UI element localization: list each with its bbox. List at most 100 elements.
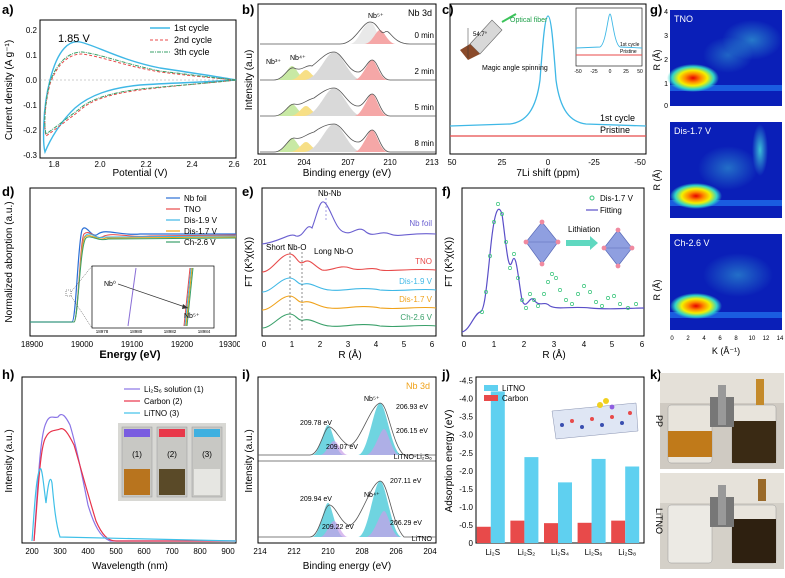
curve-label: Ch-2.6 V	[400, 313, 432, 322]
y-tick: -0.1	[23, 101, 37, 110]
panel-f: f) FT (K³χ(K)) R (Å) 0 1 2 3 4 5 6 Dis-1…	[440, 182, 648, 362]
peak-label: 206.29 eV	[390, 520, 422, 527]
legend-item: Nb foil	[184, 194, 207, 203]
bar-litno	[490, 391, 505, 543]
spectrum-8min: 8 min	[260, 123, 436, 153]
cv-chart: a) Current density (A g⁻¹) Potential (V)…	[2, 2, 240, 179]
photo-label: LiTNO	[654, 508, 664, 534]
curve-label: Dis-1.9 V	[399, 277, 433, 286]
x-tick: 4	[374, 340, 379, 349]
x-tick: 12	[763, 336, 770, 342]
y-tick: -0.5	[459, 521, 473, 530]
uv-vis-chart: h) Intensity (a.u.) Wavelength (nm) 200 …	[2, 367, 237, 572]
time-label: 8 min	[414, 139, 434, 148]
exafs-fit-chart: f) FT (K³χ(K)) R (Å) 0 1 2 3 4 5 6 Dis-1…	[442, 184, 645, 361]
x-tick: 19000	[71, 340, 94, 349]
bar-litno	[591, 458, 606, 543]
y-axis-label: Normalized aborption (a.u.)	[4, 201, 15, 322]
y-tick: -3.0	[459, 431, 473, 440]
y-tick: 4	[664, 9, 668, 16]
x-tick: 204	[423, 547, 437, 556]
vial-label: (2)	[167, 450, 177, 459]
legend-item: Dis-1.7 V	[600, 194, 634, 203]
y-axis-label: Adsorption energy (eV)	[444, 410, 455, 513]
x-tick: 18900	[21, 340, 44, 349]
legend-item: 2nd cycle	[174, 35, 212, 45]
panel-c: c) 7Li shift (ppm) 50 25 0 -25 -50 1st c…	[440, 0, 652, 180]
x-axis-label: 7Li shift (ppm)	[516, 168, 579, 179]
x-tick: 25	[498, 158, 507, 167]
x-tick: 800	[193, 547, 207, 556]
x-tick: 207	[341, 158, 355, 167]
y-tick: 0	[469, 539, 474, 548]
panel-b: b) Intensity (a.u) Binding energy (eV) N…	[240, 0, 440, 180]
panel-letter: j)	[441, 367, 450, 382]
y-tick: 0.2	[26, 26, 38, 35]
panel-letter: i)	[242, 367, 250, 382]
category-label: Li₂S₂	[518, 548, 536, 557]
panel-letter: a)	[2, 2, 14, 17]
time-label: 5 min	[414, 103, 434, 112]
curve-label: 1st cycle	[600, 113, 635, 123]
lithiation-label: Lithiation	[568, 225, 600, 234]
nmr-chart: c) 7Li shift (ppm) 50 25 0 -25 -50 1st c…	[442, 2, 647, 179]
inset-x-tick: -50	[574, 69, 581, 75]
panel-d: d) Normalized aborption (a.u.) Energy (e…	[0, 182, 242, 362]
panel-g: g) R (Å) R (Å) R (Å) TNO Dis-1.7 V Ch-2.…	[648, 0, 785, 360]
x-axis-label: Binding energy (eV)	[303, 561, 391, 572]
x-tick: 0	[546, 158, 551, 167]
inset-legend: Pristine	[620, 49, 637, 55]
panel-letter: f)	[442, 184, 451, 199]
x-tick: 1	[290, 340, 295, 349]
peak-label: 209.94 eV	[300, 496, 332, 503]
peak-label: 209.22 eV	[322, 524, 354, 531]
panel-k: k) PP LiTNO	[648, 365, 785, 573]
legend-item: TNO	[184, 205, 201, 214]
panel-j: j) Adsorption energy (eV) 0 -0.5 -1.0 -1.5 -…	[440, 365, 648, 573]
x-tick: 213	[425, 158, 439, 167]
y-axis-label: R (Å)	[652, 280, 662, 301]
y-tick: 1	[664, 81, 668, 88]
time-label: 2 min	[414, 67, 434, 76]
legend-item: 1st cycle	[174, 23, 209, 33]
pp-photo	[660, 373, 784, 469]
fitting-curve	[461, 208, 645, 333]
voltage-annotation: 1.85 V	[58, 33, 90, 45]
x-tick: 5	[402, 340, 407, 349]
litno-spectrum: 209.94 eV Nb⁴⁺ 207.11 eV 209.22 eV 206.2…	[258, 478, 436, 543]
inset-x-tick: 50	[637, 69, 643, 75]
x-tick: 5	[610, 340, 615, 349]
x-axis-label: R (Å)	[338, 348, 361, 361]
x-tick: 6	[640, 340, 645, 349]
x-tick: 500	[109, 547, 123, 556]
x-tick: 19100	[121, 340, 144, 349]
curve-label: TNO	[415, 257, 432, 266]
first-cycle-curve	[449, 15, 647, 127]
y-axis-label: Intensity (a.u.)	[4, 429, 15, 492]
x-tick: 400	[81, 547, 95, 556]
panel-letter: e)	[242, 184, 254, 199]
annotation-label: Short Nb-O	[266, 243, 306, 252]
x-tick: 3	[346, 340, 351, 349]
x-axis-label: R (Å)	[542, 348, 565, 361]
x-axis-label: Potential (V)	[112, 168, 167, 179]
peak-label: Nb³⁺	[266, 59, 281, 66]
litno-spectrum	[31, 468, 237, 542]
panel-h: h) Intensity (a.u.) Wavelength (nm) 200 …	[0, 365, 240, 573]
x-tick: 210	[383, 158, 397, 167]
h-cell-photos: k) PP LiTNO	[650, 367, 784, 569]
cycle3-curve	[44, 51, 237, 135]
x-tick: 2	[522, 340, 527, 349]
y-tick: -1.5	[459, 485, 473, 494]
inset-label: Nb⁵⁺	[184, 313, 200, 320]
spectrum-label: LiTNO	[412, 536, 433, 543]
y-axis-label: FT (K³χ(K))	[444, 237, 455, 287]
legend-item: Fitting	[600, 206, 622, 215]
peak-label: 209.78 eV	[300, 420, 332, 427]
panel-letter: d)	[2, 184, 14, 199]
xps-adsorption-chart: i) Intensity (a.u.) Binding energy (eV) …	[242, 367, 437, 572]
bar-carbon	[611, 520, 626, 543]
y-tick: -2.0	[459, 467, 473, 476]
annotation-label: Long Nb-O	[314, 247, 353, 256]
y-tick: 0.0	[26, 76, 38, 85]
